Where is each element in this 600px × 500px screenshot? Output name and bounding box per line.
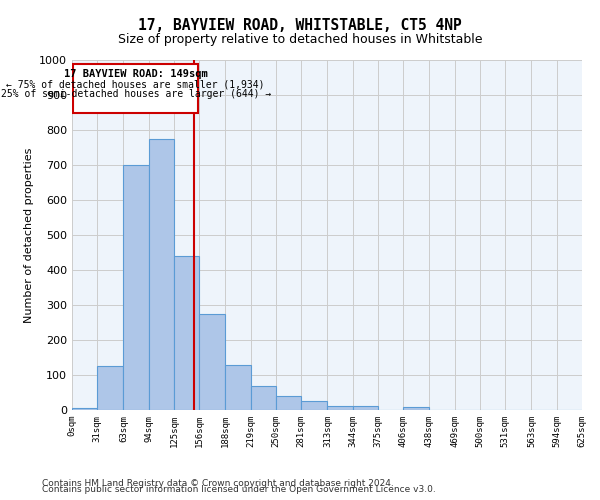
Text: 25% of semi-detached houses are larger (644) →: 25% of semi-detached houses are larger (…	[1, 88, 271, 99]
Text: Contains HM Land Registry data © Crown copyright and database right 2024.: Contains HM Land Registry data © Crown c…	[42, 478, 394, 488]
Bar	[251, 386, 276, 410]
Bar	[124, 165, 149, 410]
Bar	[199, 314, 226, 410]
Bar	[276, 396, 301, 410]
Text: Contains public sector information licensed under the Open Government Licence v3: Contains public sector information licen…	[42, 485, 436, 494]
Text: 17 BAYVIEW ROAD: 149sqm: 17 BAYVIEW ROAD: 149sqm	[64, 68, 208, 78]
Bar	[301, 401, 328, 410]
Bar	[403, 406, 430, 410]
Bar	[72, 408, 97, 410]
Bar	[174, 256, 199, 410]
Bar	[328, 406, 353, 410]
Y-axis label: Number of detached properties: Number of detached properties	[23, 148, 34, 322]
FancyBboxPatch shape	[73, 64, 199, 112]
Text: ← 75% of detached houses are smaller (1,934): ← 75% of detached houses are smaller (1,…	[7, 79, 265, 89]
Bar	[226, 364, 251, 410]
Text: 17, BAYVIEW ROAD, WHITSTABLE, CT5 4NP: 17, BAYVIEW ROAD, WHITSTABLE, CT5 4NP	[138, 18, 462, 32]
Bar	[97, 366, 124, 410]
Text: Size of property relative to detached houses in Whitstable: Size of property relative to detached ho…	[118, 32, 482, 46]
Bar	[353, 406, 378, 410]
Bar	[149, 138, 174, 410]
